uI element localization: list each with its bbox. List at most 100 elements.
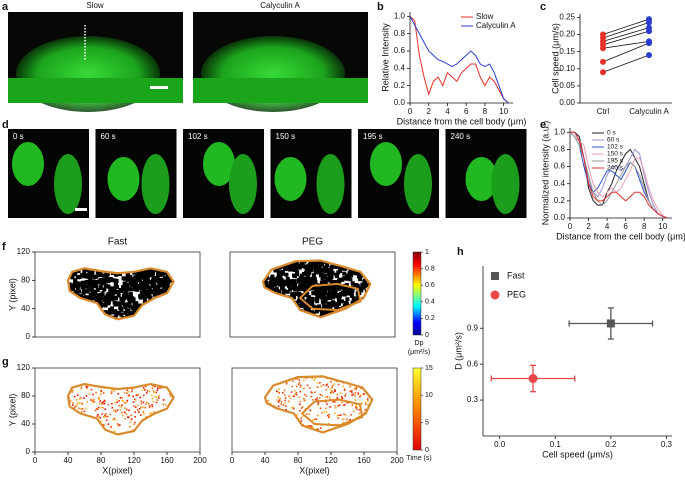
map-pixel	[276, 270, 281, 275]
map-pixel	[280, 403, 283, 405]
map-pixel	[281, 271, 286, 276]
map-pixel	[127, 395, 130, 397]
map-pixel	[319, 407, 322, 410]
pair-line	[602, 42, 650, 63]
map-pixel	[354, 392, 357, 394]
map-pixel	[362, 282, 367, 287]
map-pixel	[94, 284, 99, 289]
map-pixel	[314, 377, 317, 380]
map-pixel	[343, 403, 346, 406]
map-pixel	[344, 276, 349, 281]
map-pixel	[147, 286, 152, 291]
legend-label: 240 s	[607, 165, 624, 172]
map-pixel	[142, 285, 147, 290]
map-pixel	[98, 285, 103, 290]
map-pixel	[146, 292, 151, 297]
map-pixel	[159, 281, 164, 286]
map-pixel	[350, 389, 353, 392]
map-pixel	[127, 295, 132, 300]
map-pixel	[131, 306, 136, 311]
map-pixel	[305, 273, 310, 278]
map-pixel	[113, 282, 118, 287]
map-pixel	[142, 276, 147, 281]
cell-outline	[66, 267, 175, 321]
map-pixel	[343, 413, 345, 416]
map-pixel	[319, 280, 324, 285]
map-pixel	[307, 425, 310, 427]
map-pixel	[153, 411, 155, 413]
map-pixel	[291, 293, 296, 298]
map-pixel	[326, 395, 329, 398]
map-pixel	[328, 309, 333, 314]
map-pixel	[281, 279, 286, 284]
map-pixel	[303, 276, 308, 281]
map-pixel	[284, 272, 289, 277]
map-pixel	[124, 417, 127, 420]
map-pixel	[100, 389, 102, 392]
x-axis-label: X(pixel)	[299, 465, 330, 475]
map-pixel	[99, 277, 104, 282]
map-pixel	[136, 404, 139, 407]
map-pixel	[118, 305, 123, 310]
map-pixel	[306, 424, 308, 427]
map-pixel	[127, 299, 132, 304]
map-pixel	[318, 260, 323, 264]
map-pixel	[142, 387, 145, 389]
map-pixel	[298, 396, 300, 398]
map-pixel	[74, 405, 77, 408]
map-pixel	[317, 290, 322, 295]
map-pixel	[271, 281, 276, 286]
cell	[12, 142, 44, 186]
map-pixel	[329, 391, 332, 394]
map-pixel	[92, 279, 97, 284]
map-pixel	[295, 272, 300, 277]
map-pixel	[104, 413, 107, 416]
map-pixel	[344, 393, 347, 395]
map-pixel	[90, 273, 95, 278]
map-pixel	[155, 276, 160, 281]
time-label: 0 s	[13, 132, 24, 141]
y-axis-label: D (μm²/s)	[453, 332, 463, 370]
map-pixel	[76, 394, 79, 396]
map-pixel	[90, 281, 95, 286]
map-pixel	[310, 282, 315, 287]
map-pixel	[276, 272, 281, 277]
map-pixel	[279, 397, 281, 400]
map-pixel	[128, 276, 133, 281]
map-pixel	[310, 395, 313, 398]
y-axis-label: Cell speed (μm/s)	[550, 23, 560, 94]
time-label: 195 s	[363, 132, 383, 141]
map-pixel	[339, 392, 342, 394]
map-pixel	[311, 273, 316, 278]
map-pixel	[73, 284, 78, 289]
map-pixel	[140, 292, 145, 297]
map-pixel	[328, 413, 330, 416]
map-pixel	[292, 267, 297, 272]
cell	[107, 157, 140, 201]
map-pixel	[269, 277, 274, 282]
map-pixel	[310, 285, 315, 290]
map-pixel	[114, 272, 119, 277]
map-pixel	[133, 423, 135, 425]
map-pixel	[122, 414, 124, 417]
map-pixel	[84, 280, 89, 285]
map-pixel	[122, 302, 127, 307]
map-pixel	[269, 402, 272, 405]
map-pixel	[130, 414, 133, 417]
map-pixel	[82, 284, 87, 289]
cell	[465, 157, 498, 201]
map-pixel	[85, 407, 87, 410]
map-pixel	[361, 285, 366, 290]
map-pixel	[342, 303, 347, 308]
map-pixel	[134, 411, 137, 413]
y-tick-label: 0.20	[559, 30, 575, 39]
map-pixel	[134, 416, 136, 418]
map-pixel	[103, 416, 105, 418]
map-pixel	[311, 392, 313, 394]
map-pixel	[282, 288, 287, 293]
map-pixel	[325, 411, 328, 413]
map-pixel	[83, 397, 85, 399]
map-pixel	[90, 289, 95, 294]
map-pixel	[115, 411, 117, 413]
